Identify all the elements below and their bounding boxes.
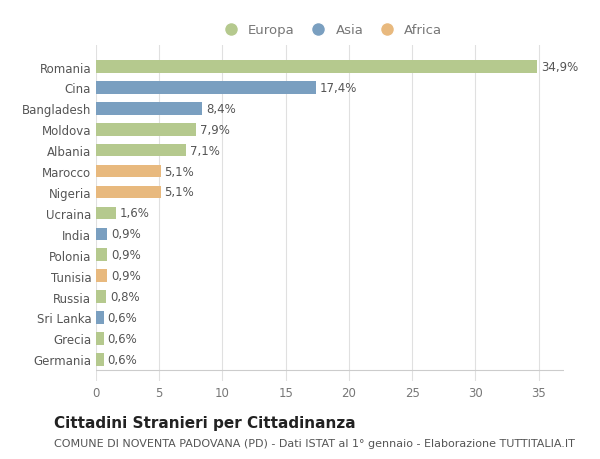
Bar [96, 82, 316, 95]
Text: 5,1%: 5,1% [164, 186, 194, 199]
Bar [96, 165, 161, 178]
Text: 0,9%: 0,9% [111, 228, 141, 241]
Text: 8,4%: 8,4% [206, 103, 236, 116]
Bar [96, 124, 196, 136]
Bar [96, 61, 538, 73]
Text: 34,9%: 34,9% [541, 61, 578, 74]
Text: 7,1%: 7,1% [190, 145, 220, 157]
Text: COMUNE DI NOVENTA PADOVANA (PD) - Dati ISTAT al 1° gennaio - Elaborazione TUTTIT: COMUNE DI NOVENTA PADOVANA (PD) - Dati I… [54, 438, 575, 448]
Text: 1,6%: 1,6% [120, 207, 150, 220]
Bar [96, 186, 161, 199]
Bar [96, 207, 116, 220]
Text: 0,8%: 0,8% [110, 291, 140, 303]
Text: 5,1%: 5,1% [164, 165, 194, 178]
Text: 7,9%: 7,9% [200, 123, 230, 136]
Bar [96, 270, 107, 282]
Bar [96, 145, 186, 157]
Bar [96, 291, 106, 303]
Text: 0,6%: 0,6% [107, 332, 137, 345]
Bar [96, 228, 107, 241]
Text: Cittadini Stranieri per Cittadinanza: Cittadini Stranieri per Cittadinanza [54, 415, 356, 431]
Bar [96, 353, 104, 366]
Bar [96, 103, 202, 115]
Text: 0,9%: 0,9% [111, 249, 141, 262]
Bar [96, 312, 104, 324]
Text: 0,6%: 0,6% [107, 353, 137, 366]
Text: 0,6%: 0,6% [107, 311, 137, 324]
Text: 0,9%: 0,9% [111, 269, 141, 282]
Legend: Europa, Asia, Africa: Europa, Asia, Africa [212, 19, 448, 43]
Text: 17,4%: 17,4% [320, 82, 357, 95]
Bar [96, 249, 107, 262]
Bar [96, 332, 104, 345]
